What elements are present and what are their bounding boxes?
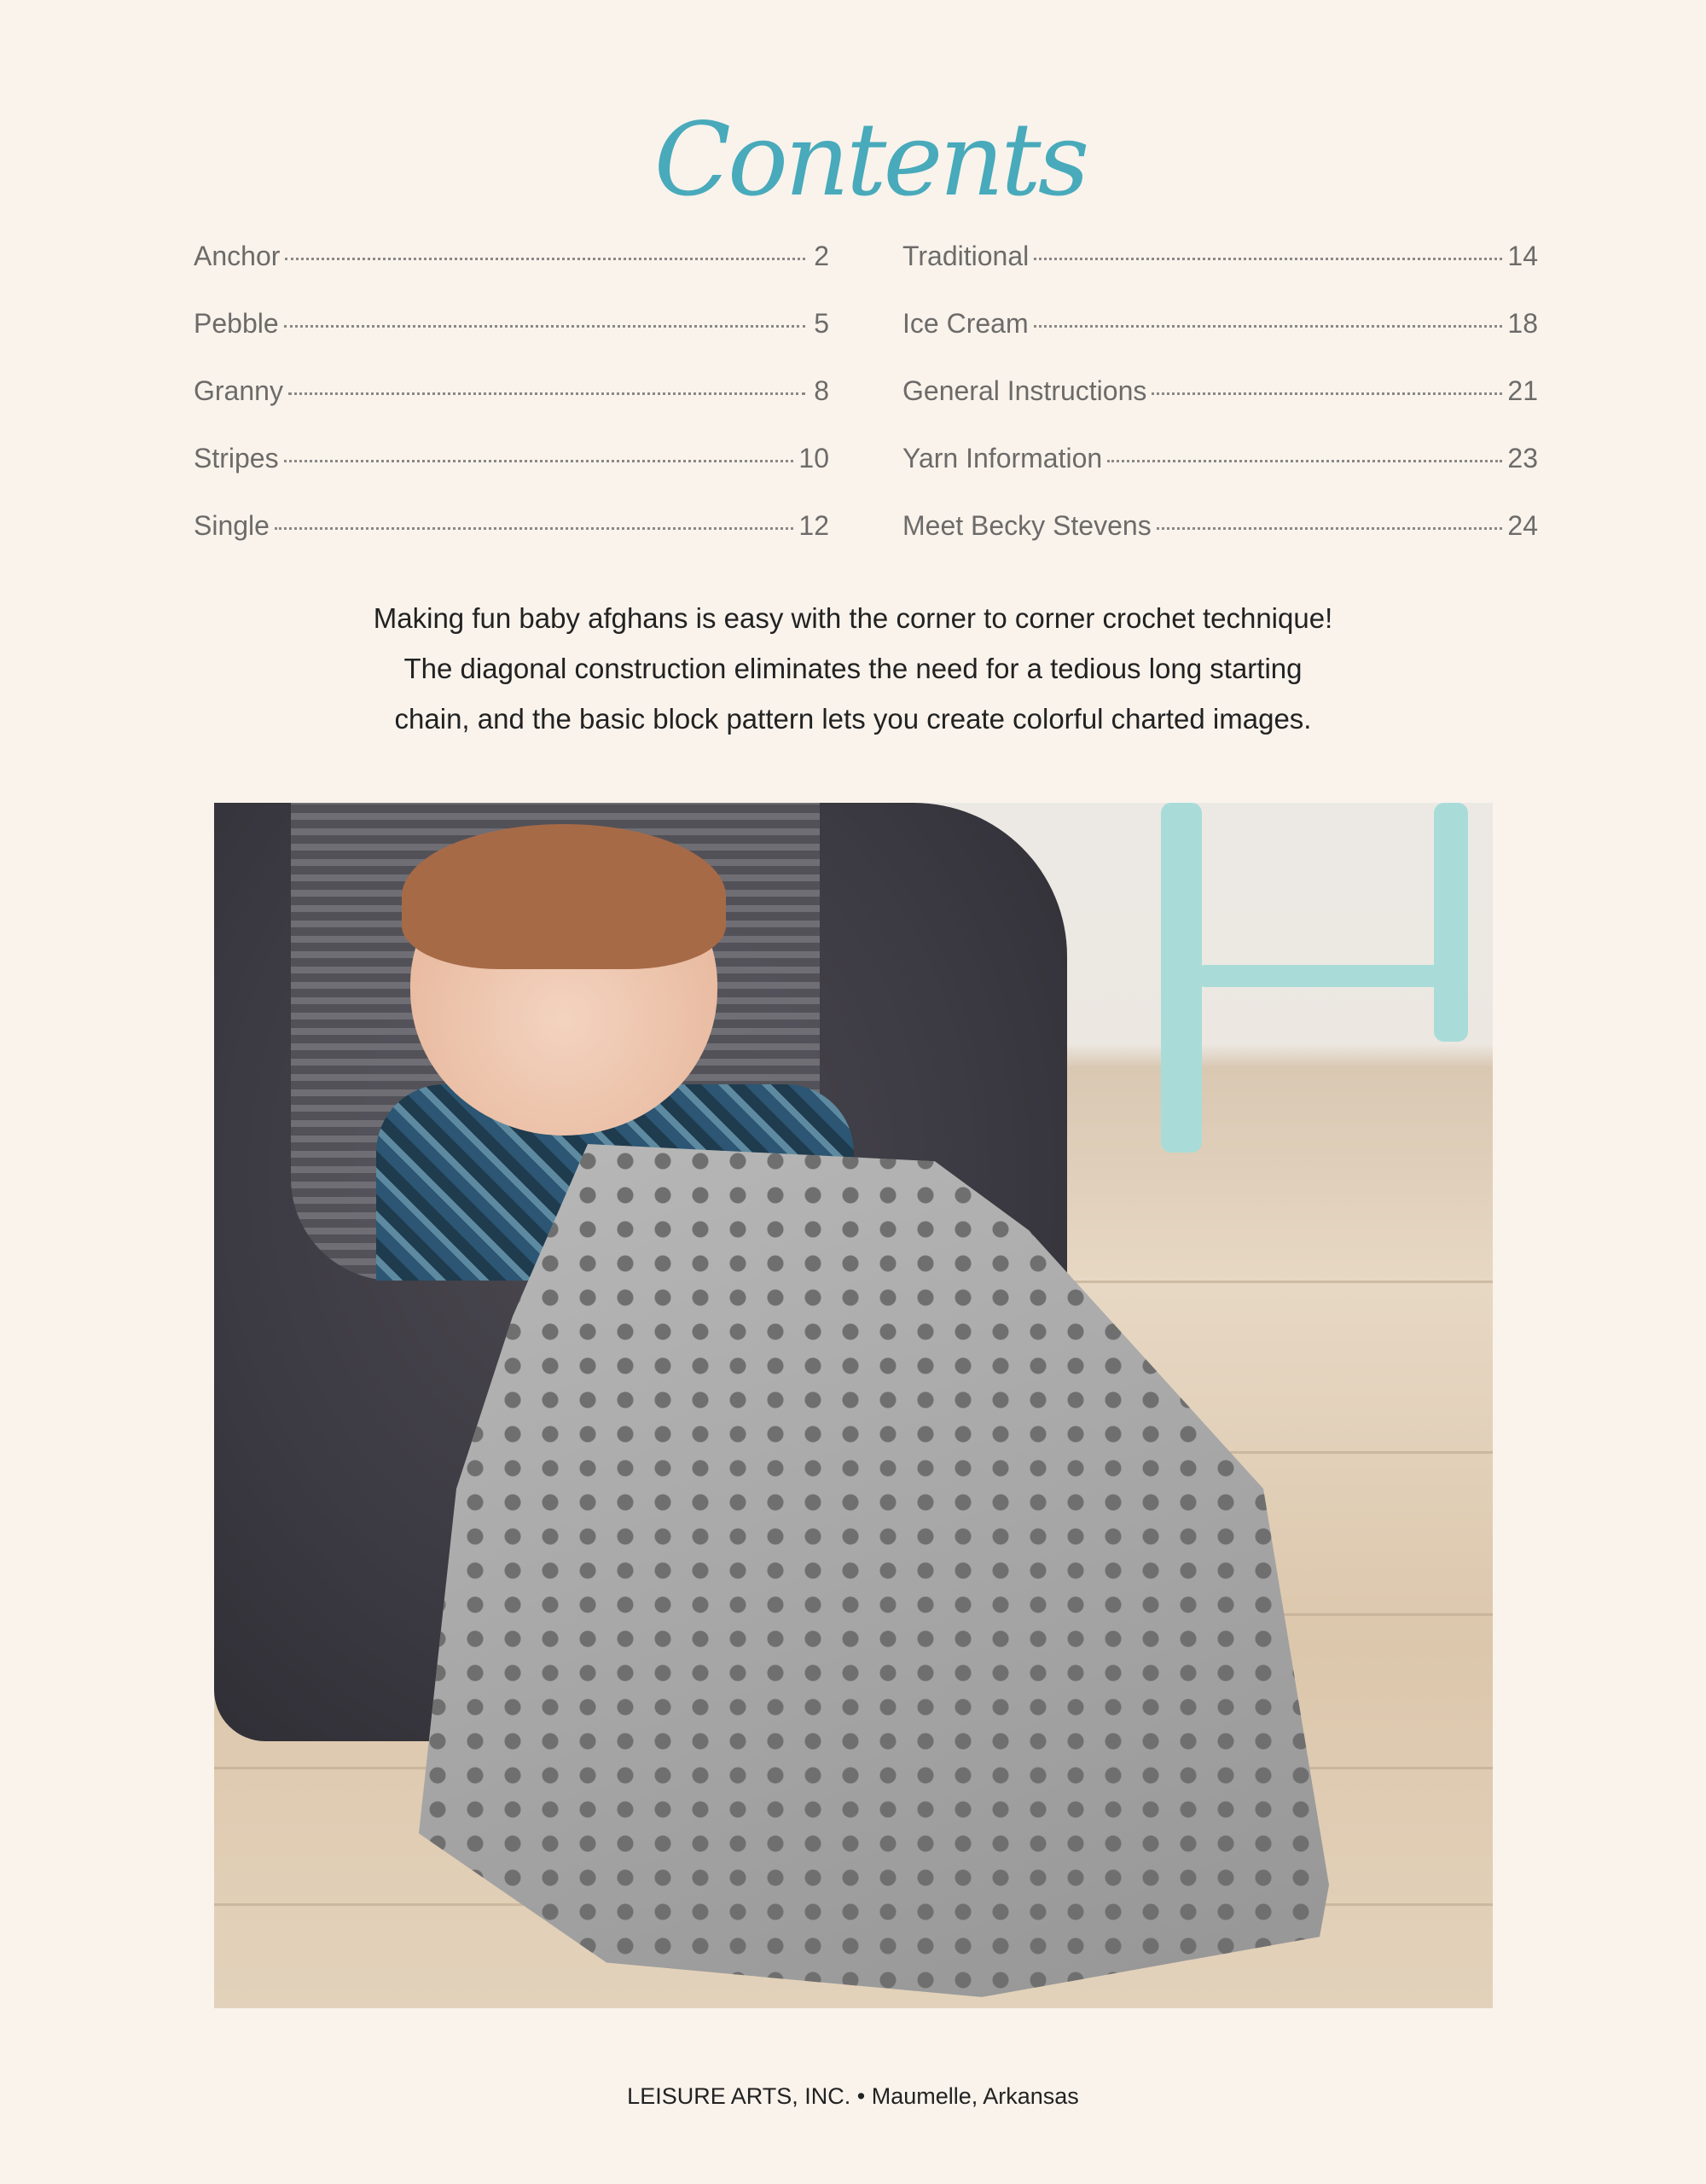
page-title: Contents xyxy=(653,101,1090,218)
toc-entry[interactable]: Traditional 14 xyxy=(902,241,1538,308)
toc-page: 23 xyxy=(1507,443,1538,473)
baby-hair xyxy=(402,824,726,969)
toc-label: Anchor xyxy=(194,241,281,271)
toc-right-column: Traditional 14 Ice Cream 18 General Instru… xyxy=(902,241,1538,578)
toc-page: 5 xyxy=(814,308,829,339)
toc-entry[interactable]: Meet Becky Stevens 24 xyxy=(902,510,1538,578)
stool-leg xyxy=(1434,803,1468,1042)
dot-leader xyxy=(1033,325,1503,328)
dot-leader xyxy=(1034,258,1503,260)
toc-page: 8 xyxy=(814,375,829,406)
dot-leader xyxy=(274,527,794,530)
toc-entry[interactable]: Anchor 2 xyxy=(194,241,829,308)
toc-entry[interactable]: Pebble 5 xyxy=(194,308,829,375)
toc-label: Single xyxy=(194,510,270,541)
baby-afghan-photo xyxy=(214,803,1493,2008)
toc-page: 10 xyxy=(798,443,829,473)
dot-leader xyxy=(1152,392,1503,395)
toc-label: Pebble xyxy=(194,308,279,339)
publisher-footer: LEISURE ARTS, INC. • Maumelle, Arkansas xyxy=(627,2083,1079,2109)
toc-label: Yarn Information xyxy=(902,443,1103,473)
toc-page: 12 xyxy=(798,510,829,541)
toc-page: 21 xyxy=(1507,375,1538,406)
toc-entry[interactable]: General Instructions 21 xyxy=(902,375,1538,443)
toc-label: Traditional xyxy=(902,241,1030,271)
toc-page: 2 xyxy=(814,241,829,271)
dot-leader xyxy=(1156,527,1503,530)
dot-leader xyxy=(283,325,805,328)
dot-leader xyxy=(283,460,794,462)
dot-leader xyxy=(285,258,805,260)
toc-page: 14 xyxy=(1507,241,1538,271)
toc-entry[interactable]: Ice Cream 18 xyxy=(902,308,1538,375)
toc-page: 24 xyxy=(1507,510,1538,541)
stool-rung xyxy=(1195,965,1451,987)
toc-page: 18 xyxy=(1507,308,1538,339)
toc-label: Ice Cream xyxy=(902,308,1029,339)
toc-label: Granny xyxy=(194,375,283,406)
dot-leader xyxy=(287,392,805,395)
toc-left-column: Anchor 2 Pebble 5 Granny 8 Stripes 10 Single… xyxy=(194,241,829,578)
toc-entry[interactable]: Granny 8 xyxy=(194,375,829,443)
toc-entry[interactable]: Single 12 xyxy=(194,510,829,578)
intro-line: Making fun baby afghans is easy with the… xyxy=(373,602,1333,634)
toc-label: Stripes xyxy=(194,443,279,473)
toc-entry[interactable]: Stripes 10 xyxy=(194,443,829,510)
toc-label: Meet Becky Stevens xyxy=(902,510,1152,541)
intro-line: The diagonal construction eliminates the… xyxy=(403,653,1303,684)
crochet-blanket xyxy=(419,1144,1329,1997)
intro-line: chain, and the basic block pattern lets … xyxy=(394,703,1312,735)
dot-leader xyxy=(1107,460,1503,462)
toc-label: General Instructions xyxy=(902,375,1147,406)
toc-entry[interactable]: Yarn Information 23 xyxy=(902,443,1538,510)
intro-paragraph: Making fun baby afghans is easy with the… xyxy=(256,593,1450,744)
